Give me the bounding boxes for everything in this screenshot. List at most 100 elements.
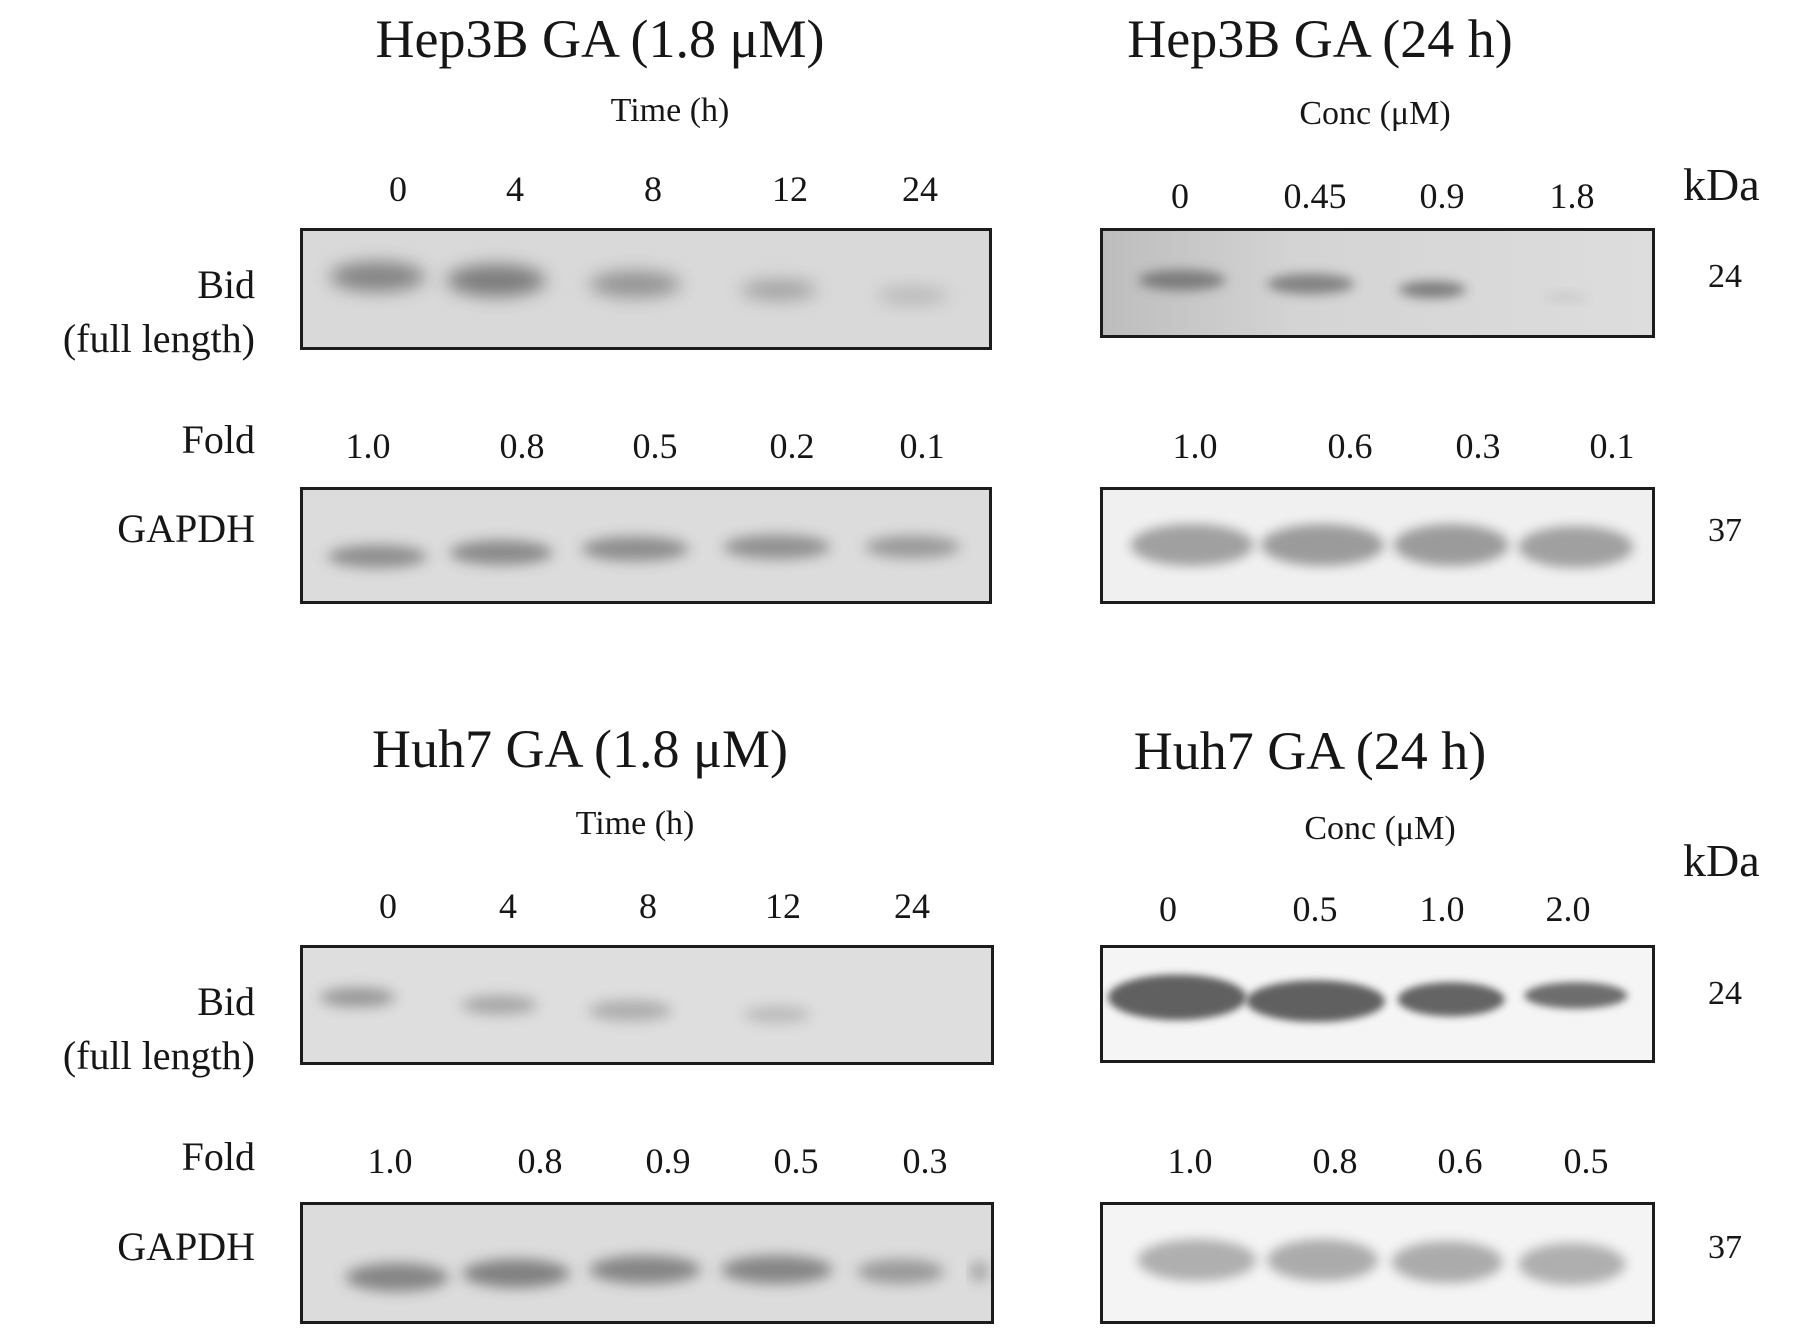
blot-gapdh-hep3b-time xyxy=(300,487,992,604)
panel-title-huh7-time: Huh7 GA (1.8 μM) xyxy=(372,719,788,779)
row-label-gapdh: GAPDH xyxy=(117,1224,255,1269)
band xyxy=(449,540,553,565)
blot-gapdh-huh7-conc xyxy=(1100,1202,1655,1324)
panel-title-huh7-conc: Huh7 GA (24 h) xyxy=(1133,721,1487,781)
blot-bid-hep3b-conc-bands xyxy=(1138,269,1588,301)
fold-value: 0.2 xyxy=(769,426,815,466)
band xyxy=(345,1263,449,1292)
lane-label: 8 xyxy=(639,886,657,926)
lane-label: 8 xyxy=(644,169,662,209)
fold-value: 0.6 xyxy=(1327,426,1373,466)
lane-label: 24 xyxy=(902,169,938,209)
blot-bid-huh7-time xyxy=(300,945,994,1065)
band xyxy=(1397,982,1505,1017)
lane-label: 24 xyxy=(894,886,930,926)
mw-marker: 24 xyxy=(1708,975,1742,1012)
lane-label: 2.0 xyxy=(1545,889,1591,929)
lane-label: 4 xyxy=(499,886,517,926)
fold-value: 0.1 xyxy=(1589,426,1635,466)
fold-value: 0.5 xyxy=(632,426,678,466)
row-label-gapdh: GAPDH xyxy=(117,506,255,551)
fold-value: 0.8 xyxy=(499,426,545,466)
band xyxy=(589,1255,701,1284)
lane-label: 12 xyxy=(772,169,808,209)
blot-bid-hep3b-conc xyxy=(1100,228,1655,338)
mw-marker: 24 xyxy=(1708,258,1742,295)
fold-value: 0.5 xyxy=(1563,1141,1609,1181)
band xyxy=(1267,273,1355,295)
fold-value: 1.0 xyxy=(1167,1141,1213,1181)
band xyxy=(971,1261,988,1283)
band xyxy=(743,1005,811,1024)
band xyxy=(1107,974,1247,1021)
lane-label: 4 xyxy=(506,169,524,209)
band xyxy=(1130,524,1254,566)
blot-bid-huh7-time-bands xyxy=(319,987,811,1024)
band xyxy=(1261,524,1384,566)
row-label-bid-line2: (full length) xyxy=(62,316,255,361)
blot-bid-huh7-conc xyxy=(1100,945,1655,1063)
blot-bid-huh7-conc-bands xyxy=(1107,974,1628,1023)
band xyxy=(1518,526,1634,568)
kda-label: kDa xyxy=(1683,159,1760,210)
band xyxy=(461,995,537,1015)
axis-label-hep3b-time: Time (h) xyxy=(610,92,730,129)
fold-value: 0.9 xyxy=(645,1141,691,1181)
band xyxy=(1398,281,1467,299)
blot-gapdh-huh7-time-bands xyxy=(345,1255,988,1292)
lane-label: 1.0 xyxy=(1419,889,1465,929)
row-label-bid-line1: Bid xyxy=(197,262,255,307)
fold-value: 0.3 xyxy=(1455,426,1501,466)
band xyxy=(723,534,831,560)
row-label-bid-line2: (full length) xyxy=(62,1033,255,1078)
lane-label: 0 xyxy=(379,886,397,926)
band xyxy=(857,1259,945,1284)
band xyxy=(319,987,396,1007)
lane-label: 1.8 xyxy=(1549,176,1595,216)
row-label-bid: Bid (full length) xyxy=(0,258,255,366)
blot-gapdh-hep3b-conc-bands xyxy=(1130,524,1634,568)
fold-value: 0.1 xyxy=(899,426,945,466)
lane-label: 0.9 xyxy=(1419,176,1465,216)
band xyxy=(446,264,546,297)
lane-label: 0 xyxy=(1159,889,1177,929)
band xyxy=(1393,524,1509,566)
blot-bid-hep3b-time-bands xyxy=(329,261,949,305)
blot-gapdh-huh7-conc-bands xyxy=(1137,1239,1626,1285)
blot-gapdh-hep3b-conc xyxy=(1100,487,1655,604)
blot-gapdh-huh7-time xyxy=(300,1202,994,1324)
band xyxy=(589,270,681,298)
fold-value: 0.8 xyxy=(517,1141,563,1181)
lane-label: 0.5 xyxy=(1292,889,1338,929)
fold-value: 0.6 xyxy=(1437,1141,1483,1181)
mw-marker: 37 xyxy=(1708,512,1742,549)
lane-label: 0 xyxy=(389,169,407,209)
band xyxy=(329,261,425,292)
band xyxy=(1267,1239,1378,1282)
fold-label: Fold xyxy=(181,1134,255,1179)
band xyxy=(1391,1241,1503,1283)
band xyxy=(865,535,961,559)
band xyxy=(588,1000,672,1022)
band xyxy=(1246,980,1385,1023)
band xyxy=(1137,1239,1257,1282)
lane-label: 0 xyxy=(1171,176,1189,216)
blot-bid-hep3b-time xyxy=(300,228,992,350)
mw-marker: 37 xyxy=(1708,1229,1742,1266)
band xyxy=(581,536,689,562)
band xyxy=(327,545,427,568)
blot-gapdh-hep3b-time-bands xyxy=(327,534,961,568)
kda-label: kDa xyxy=(1683,835,1760,886)
band xyxy=(741,279,817,301)
axis-label-huh7-time: Time (h) xyxy=(575,805,695,842)
panel-title-hep3b-time: Hep3B GA (1.8 μM) xyxy=(375,9,825,69)
band xyxy=(876,287,949,305)
lane-label: 0.45 xyxy=(1283,176,1347,216)
panel-title-hep3b-conc: Hep3B GA (24 h) xyxy=(1127,9,1513,69)
lane-label: 12 xyxy=(765,886,801,926)
fold-label: Fold xyxy=(181,417,255,462)
band xyxy=(1518,1243,1626,1285)
fold-value: 0.5 xyxy=(773,1141,819,1181)
band xyxy=(462,1259,570,1288)
row-label-bid: Bid (full length) xyxy=(0,975,255,1083)
